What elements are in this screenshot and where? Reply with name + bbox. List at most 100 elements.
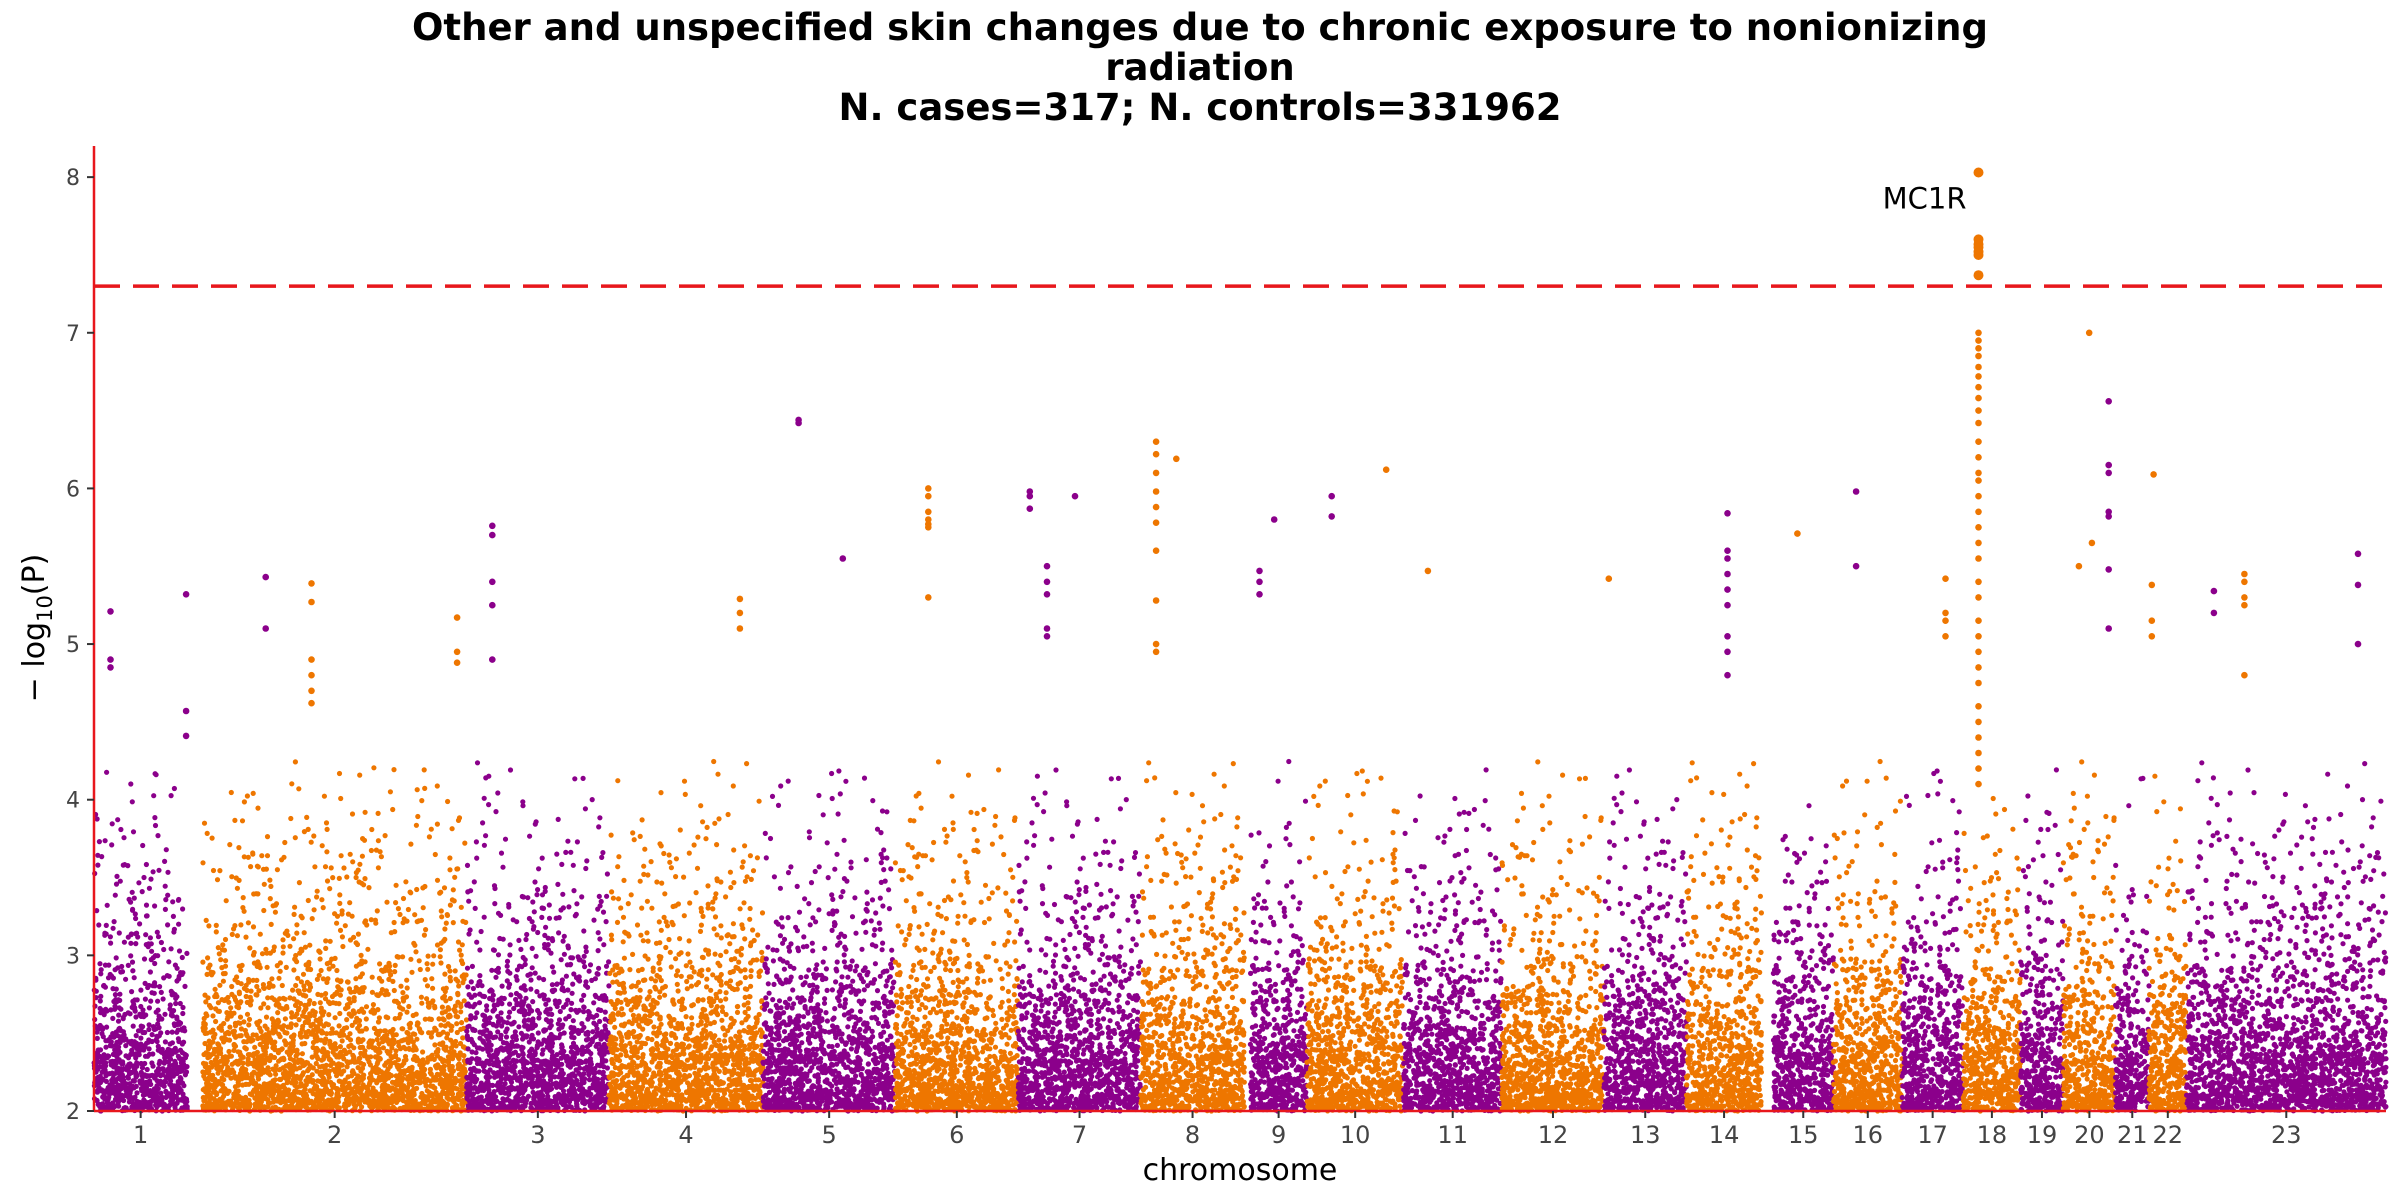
peak-point-chr7-3: [1043, 625, 1051, 632]
peak-point-chr12-0: [1605, 575, 1613, 582]
peak-point-chr7-0: [1071, 492, 1079, 500]
x-tick-label-12: 12: [1538, 1121, 1569, 1149]
peak-point-chr9-0: [1270, 516, 1278, 523]
x-tick-label-3: 3: [530, 1121, 545, 1149]
x-tick-label-11: 11: [1437, 1121, 1468, 1149]
x-tick-label-8: 8: [1185, 1121, 1200, 1149]
peak-point-chr20-2: [2148, 633, 2156, 640]
peak-point-chr13-5: [1724, 601, 1731, 609]
peak-point-chr2-5: [308, 699, 315, 707]
peak-point-chr18-0: [2088, 539, 2096, 547]
peak-point-chr16-33: [1975, 703, 1982, 710]
chromosome-23-points: [2184, 760, 2389, 1114]
peak-point-chr16-11: [1975, 363, 1982, 371]
peak-point-chr6-6: [925, 594, 932, 601]
chromosome-6-points: [892, 759, 1021, 1114]
peak-point-chr9-1: [1256, 578, 1263, 586]
peak-point-chr8-8: [1152, 640, 1160, 648]
chromosome-1-points: [91, 769, 190, 1114]
peak-point-chr19-5: [2105, 566, 2112, 573]
peak-point-chr16-35: [1975, 734, 1982, 741]
chromosome-13-points: [1601, 767, 1689, 1114]
peak-point-chr16-18: [1975, 454, 1982, 461]
peak-point-chr5-1: [795, 419, 802, 427]
x-tick-label-14: 14: [1709, 1121, 1740, 1149]
x-tick-label-16: 16: [1853, 1121, 1884, 1149]
peak-point-chr1-1: [262, 625, 270, 632]
x-tick-label-18: 18: [1977, 1121, 2008, 1149]
peak-point-chr16-32: [1975, 679, 1982, 687]
peak-point-chr7-1: [1043, 578, 1051, 586]
peak-points: [107, 167, 2362, 788]
peak-point-chr4-0: [736, 595, 744, 603]
peak-point-chr9-1: [1328, 513, 1335, 520]
peak-point-chr7-4: [1043, 633, 1051, 640]
peak-point-chr22-4: [2241, 671, 2248, 679]
peak-point-chr16-30: [1975, 648, 1982, 656]
peak-point-chr6-3: [925, 516, 932, 523]
peak-point-chr19-1: [2105, 461, 2112, 469]
peak-point-chr21-1: [2210, 609, 2218, 617]
peak-point-chr2-3: [308, 671, 315, 679]
peak-point-chr6-0: [925, 485, 932, 492]
peak-point-chr22-0: [2241, 570, 2248, 578]
chart-title-line-3: N. cases=317; N. controls=331962: [838, 86, 1562, 129]
peak-point-chr13-0: [1724, 510, 1731, 517]
peak-point-chr14-0: [1794, 530, 1801, 537]
x-tick-label-22: 22: [2153, 1121, 2184, 1149]
chromosome-19-points: [2018, 767, 2066, 1114]
x-tick-label-1: 1: [133, 1121, 148, 1149]
x-tick-label-20: 20: [2074, 1121, 2105, 1149]
peak-point-chr20-0: [2148, 581, 2156, 589]
peak-point-chr21-0: [2210, 587, 2218, 595]
peak-point-chr16-37: [1975, 765, 1982, 772]
peak-point-chr6-5: [925, 524, 932, 531]
peak-point-chr16-7: [1975, 329, 1982, 337]
peak-point-chr23-1: [2354, 581, 2362, 589]
y-axis-label-prefix: − log: [17, 622, 52, 702]
y-axis-label: − log10(P): [17, 554, 57, 703]
peak-point-chr16-24: [1975, 539, 1982, 547]
peak-point-chr7-2: [1043, 591, 1051, 598]
x-tick-label-23: 23: [2271, 1121, 2302, 1149]
peak-point-chr4-2: [736, 625, 744, 632]
peak-point-chr8-3: [1152, 488, 1160, 495]
peak-point-chr1-2: [107, 664, 114, 671]
peak-point-chr23-0: [2354, 550, 2362, 558]
peak-point-chr1-0: [107, 608, 114, 615]
peak-point-chr8-7: [1152, 597, 1160, 604]
peak-point-chr16-34: [1975, 718, 1982, 726]
peak-point-chr5-0: [839, 555, 847, 562]
x-axis-ticks: 1 2 3 4 5 6 7 8 9 10 11 12 13 14 15 16 17 18 19 20 21 22 23: [133, 1111, 2302, 1149]
chromosome-17-points: [1899, 768, 1966, 1114]
peak-point-chr19-3: [2105, 508, 2112, 516]
peak-point-chr22-2: [2241, 594, 2248, 601]
chromosome-12-points: [1499, 759, 1607, 1114]
y-tick-label-7: 7: [66, 322, 80, 347]
x-tick-label-9: 9: [1271, 1121, 1286, 1149]
peak-point-chr8-0: [1152, 438, 1160, 446]
peak-point-chr19-2: [2105, 469, 2112, 477]
peak-point-chr3-3: [489, 601, 496, 609]
peak-point-chr3-0: [489, 522, 496, 530]
peak-point-chr19-6: [2105, 625, 2112, 632]
peak-point-chr15-1: [1852, 562, 1860, 570]
peak-point-chr16-5: [1973, 250, 1984, 260]
peak-point-chr8-4: [1152, 503, 1160, 511]
peak-point-chr16-0: [1973, 167, 1984, 178]
peak-point-chr2-2: [453, 659, 461, 666]
peak-point-chr9-0: [1328, 492, 1335, 500]
peak-point-chr20-1: [2148, 617, 2156, 624]
peak-point-chr16-13: [1975, 383, 1982, 391]
chromosome-3-points: [464, 760, 612, 1114]
peak-point-chr1-1: [182, 707, 190, 715]
peak-point-chr8-1: [1152, 450, 1160, 458]
peak-point-chr23-2: [2354, 640, 2362, 648]
x-tick-label-10: 10: [1340, 1121, 1371, 1149]
peak-point-chr16-17: [1975, 438, 1982, 446]
peak-point-chr16-2: [1942, 617, 1949, 624]
chart-title: Other and unspecified skin changes due t…: [0, 8, 2400, 128]
peak-point-chr1-0: [182, 591, 190, 598]
x-tick-label-7: 7: [1072, 1121, 1087, 1149]
chromosome-18-points: [1960, 795, 2024, 1114]
